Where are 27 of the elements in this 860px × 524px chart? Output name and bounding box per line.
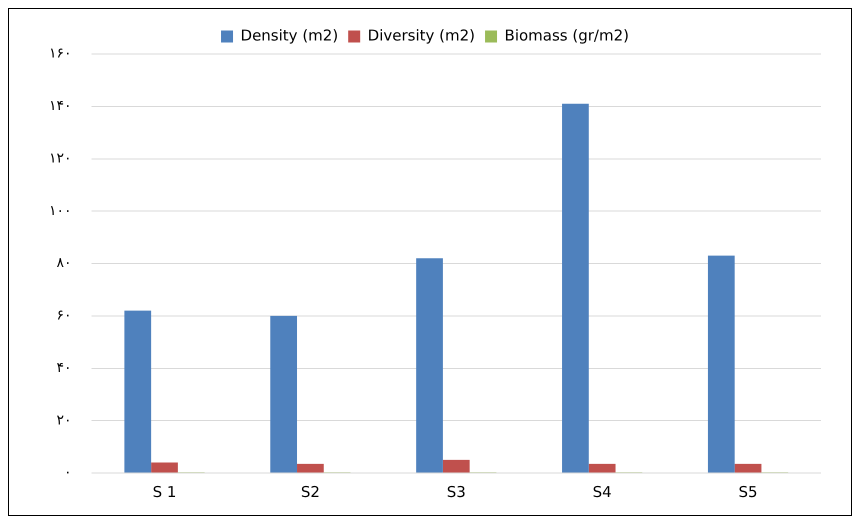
- y-tick-label: ۸۰: [56, 255, 72, 272]
- y-tick-label: ۰: [64, 464, 72, 481]
- x-tick-label: S3: [446, 482, 466, 501]
- x-tick-label: S5: [738, 482, 758, 501]
- bar: [124, 310, 152, 472]
- bar: [708, 256, 735, 472]
- bar: [562, 104, 589, 472]
- legend-label: Density (m2): [240, 26, 338, 44]
- bar: [270, 316, 298, 472]
- bar: [297, 464, 324, 472]
- bar: [151, 462, 178, 472]
- y-tick-label: ۱۶۰: [48, 46, 72, 62]
- y-tick-label: ۱۰۰: [48, 202, 72, 219]
- legend-label: Diversity (m2): [368, 26, 476, 44]
- y-tick-label: ۱۴۰: [48, 98, 72, 114]
- bar: [442, 460, 470, 472]
- x-tick-label: S 1: [152, 482, 176, 501]
- y-tick-label: ۴۰: [56, 360, 72, 376]
- x-tick-label: S4: [592, 482, 612, 501]
- y-tick-label: ۱۲۰: [48, 150, 72, 166]
- legend-label: Biomass (gr/m2): [504, 26, 629, 44]
- x-tick-label: S2: [300, 482, 320, 501]
- bar: [588, 464, 616, 472]
- y-tick-label: ۲۰: [56, 412, 72, 428]
- bar: [734, 464, 762, 472]
- y-tick-label: ۶۰: [56, 308, 72, 324]
- bar: [416, 258, 443, 472]
